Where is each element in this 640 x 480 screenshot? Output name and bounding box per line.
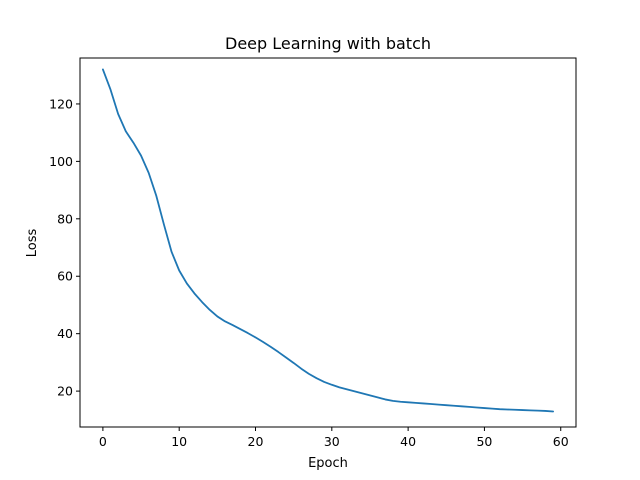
plot-frame bbox=[79, 57, 577, 428]
x-tick-label: 20 bbox=[248, 434, 264, 449]
x-tick-label: 60 bbox=[553, 434, 569, 449]
x-axis-label: Epoch bbox=[308, 456, 348, 471]
x-tick-label: 50 bbox=[476, 434, 492, 449]
x-tick-label: 30 bbox=[324, 434, 340, 449]
y-tick-label: 60 bbox=[57, 269, 73, 284]
y-tick-label: 120 bbox=[49, 96, 73, 111]
y-tick-label: 20 bbox=[57, 384, 73, 399]
y-axis: 20 40 60 80 100 120 bbox=[49, 96, 80, 399]
y-tick-label: 80 bbox=[57, 211, 73, 226]
y-tick-label: 100 bbox=[49, 154, 73, 169]
x-tick-label: 0 bbox=[99, 434, 107, 449]
loss-series-line bbox=[101, 68, 555, 413]
plot-area bbox=[101, 68, 555, 413]
x-tick-label: 10 bbox=[171, 434, 187, 449]
y-axis-label: Loss bbox=[25, 229, 40, 258]
y-tick-label: 40 bbox=[57, 326, 73, 341]
x-tick-label: 40 bbox=[400, 434, 416, 449]
x-axis: 0 10 20 30 40 50 60 bbox=[99, 427, 569, 449]
chart-title: Deep Learning with batch bbox=[225, 34, 431, 53]
